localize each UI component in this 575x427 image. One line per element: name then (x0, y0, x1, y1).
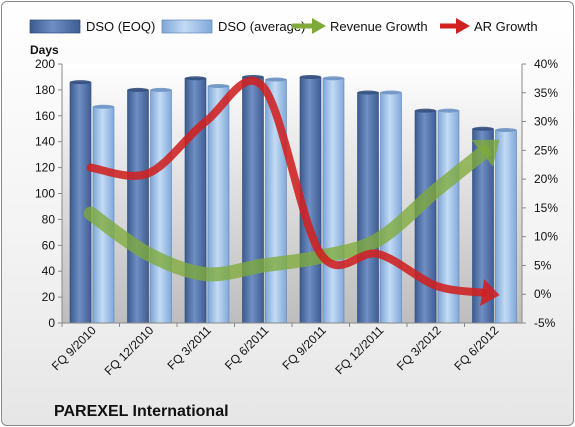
bar-cap-0-0 (70, 80, 91, 85)
legend-arrowhead-ar-growth (456, 18, 470, 34)
legend: DSO (EOQ) DSO (average) Revenue Growth A… (29, 18, 538, 34)
y-tick-label-4: 80 (42, 212, 56, 226)
bar-cap-0-2 (185, 76, 206, 81)
x-tick-label-0: FQ 9/2010 (49, 323, 99, 373)
bar-cap-0-7 (472, 126, 494, 131)
axes-layer (58, 63, 526, 327)
y-tick-label-1: 20 (42, 290, 56, 304)
series-arrowhead-ar-growth (480, 279, 500, 307)
x-tick-label-7: FQ 6/2012 (451, 323, 501, 373)
y-tick-label-2: 40 (42, 264, 56, 278)
legend-item-dso-average: DSO (average) (161, 19, 305, 34)
bar-cap-0-1 (127, 87, 149, 92)
bar-dso-average-5 (380, 92, 402, 324)
y2-tick-label-6: 25% (534, 143, 558, 157)
bar-dso-average-7 (495, 129, 517, 324)
legend-swatch-dso-average (161, 19, 213, 34)
legend-label-ar-growth: AR Growth (474, 19, 538, 34)
y2-tick-label-3: 10% (534, 230, 558, 244)
y2-tick-label-1: 0% (534, 287, 552, 301)
legend-item-ar-growth: AR Growth (440, 18, 538, 34)
bar-cap-1-1 (150, 87, 172, 92)
lines-layer (83, 76, 500, 307)
y2-tick-label-5: 20% (534, 172, 558, 186)
y2-tick-labels: -5% 0% 5% 10% 15% 20% 25% 30% 35% 40% (534, 57, 558, 330)
y2-tick-label-4: 15% (534, 201, 558, 215)
y2-tick-label-7: 30% (534, 115, 558, 129)
y-tick-label-3: 60 (42, 238, 56, 252)
series-line-ar-growth (86, 76, 488, 297)
series-arrowhead-revenue-growth (471, 139, 500, 167)
y-tick-label-7: 140 (35, 135, 55, 149)
bar-dso-eoq-5 (357, 92, 379, 324)
y-tick-label-5: 100 (35, 187, 55, 201)
x-tick-label-1: FQ 12/2010 (102, 323, 157, 378)
y-axis-title: Days (30, 43, 59, 57)
y-tick-label-8: 160 (35, 109, 55, 123)
y-tick-label-6: 120 (35, 161, 55, 175)
bar-cap-1-2 (208, 84, 229, 89)
legend-label-revenue-growth: Revenue Growth (330, 19, 428, 34)
bar-dso-eoq-0 (69, 81, 92, 324)
x-tick-label-2: FQ 3/2011 (165, 323, 215, 373)
x-tick-label-3: FQ 6/2011 (222, 323, 272, 373)
series-line-revenue-growth (83, 145, 491, 282)
legend-label-dso-eoq: DSO (EOQ) (86, 19, 155, 34)
legend-item-revenue-growth: Revenue Growth (292, 18, 428, 34)
y2-tick-label-2: 5% (534, 258, 552, 272)
legend-label-dso-average: DSO (average) (218, 19, 305, 34)
x-tick-labels: FQ 9/2010 FQ 12/2010 FQ 3/2011 FQ 6/2011 FQ … (49, 323, 502, 378)
bar-cap-1-7 (495, 128, 517, 133)
bar-cap-0-5 (357, 90, 379, 95)
bar-dso-eoq-3 (242, 76, 264, 324)
legend-arrowhead-revenue-growth (312, 18, 326, 34)
legend-swatch-dso-eoq (29, 19, 81, 34)
bar-cap-1-6 (438, 108, 459, 113)
bar-dso-average-1 (150, 89, 172, 324)
bar-dso-eoq-6 (414, 110, 437, 324)
company-name: PAREXEL International (54, 403, 229, 420)
bar-cap-1-0 (93, 104, 114, 109)
x-tick-label-4: FQ 9/2011 (280, 323, 330, 373)
y-tick-labels: 0 20 40 60 80 100 120 140 160 180 200 (35, 57, 55, 330)
bar-cap-1-4 (323, 76, 344, 81)
bar-cap-1-3 (265, 77, 287, 82)
y-tick-label-0: 0 (48, 316, 55, 330)
y-tick-label-10: 200 (35, 57, 55, 71)
y2-tick-label-9: 40% (534, 57, 558, 71)
x-tick-label-5: FQ 12/2011 (332, 323, 386, 377)
y2-tick-label-0: -5% (534, 316, 556, 330)
bar-dso-eoq-1 (127, 89, 149, 324)
bar-cap-1-5 (380, 90, 402, 95)
bar-dso-average-4 (322, 77, 345, 324)
bar-cap-0-6 (415, 108, 436, 113)
x-tick-label-6: FQ 3/2012 (394, 323, 444, 373)
bar-dso-eoq-2 (184, 77, 207, 324)
y-tick-label-9: 180 (35, 83, 55, 97)
legend-item-dso-eoq: DSO (EOQ) (29, 19, 155, 34)
y2-tick-label-8: 35% (534, 86, 558, 100)
bar-cap-0-4 (300, 74, 321, 79)
